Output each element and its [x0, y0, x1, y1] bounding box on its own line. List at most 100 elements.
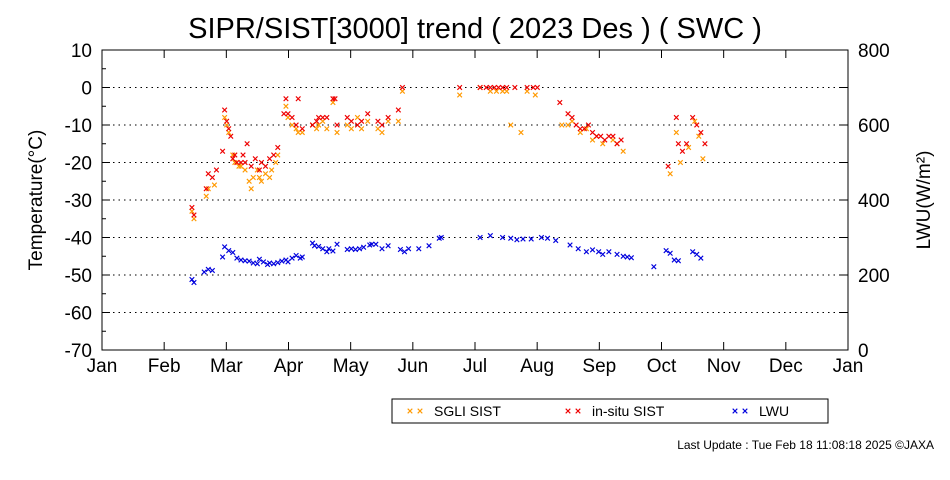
data-point: [354, 114, 361, 121]
data-point: [405, 246, 412, 252]
data-point: [677, 159, 684, 166]
data-point: [416, 246, 422, 252]
data-point: [532, 92, 538, 98]
data-point: [426, 243, 432, 249]
y-axis: 10 0 -10 -20 -30 -40 -50 -60 -70: [65, 41, 848, 362]
data-point: [395, 107, 402, 113]
y2-axis-label: LWU(W/m²): [914, 151, 935, 250]
data-point: [324, 126, 330, 132]
data-point: [614, 141, 620, 147]
data-point: [698, 255, 704, 261]
data-point: [593, 133, 600, 139]
data-point: [602, 137, 608, 143]
data-point: [583, 249, 590, 255]
data-point: [696, 133, 702, 139]
data-point: [260, 259, 267, 265]
data-point: [598, 133, 604, 139]
data-point: [244, 141, 250, 147]
data-point: [293, 122, 299, 128]
data-point: [689, 249, 696, 255]
data-point: [330, 248, 336, 254]
data-point: [477, 234, 483, 241]
legend-label: SGLI SIST: [434, 403, 501, 419]
data-point: [514, 237, 520, 243]
data-point: [487, 84, 494, 91]
data-point: [508, 122, 514, 128]
data-point: [248, 186, 254, 192]
data-point: [575, 246, 581, 252]
data-point: [285, 259, 291, 265]
data-point: [201, 269, 207, 275]
data-point: [334, 122, 340, 128]
data-point: [673, 114, 680, 121]
data-point: [238, 257, 244, 263]
data-point: [209, 267, 216, 274]
data-point: [221, 244, 228, 250]
data-point: [493, 88, 500, 94]
data-point: [679, 148, 686, 154]
data-point: [256, 174, 263, 181]
data-point: [600, 251, 606, 258]
data-point: [230, 156, 236, 162]
legend-marker: [575, 408, 581, 414]
data-point: [219, 148, 226, 154]
data-point: [205, 171, 211, 177]
data-point: [606, 133, 612, 139]
data-point: [275, 259, 281, 266]
data-point: [232, 159, 238, 166]
y-tick-label: -30: [65, 191, 92, 212]
data-point: [266, 156, 273, 162]
data-point: [675, 258, 682, 264]
data-point: [313, 118, 320, 124]
data-point: [313, 126, 320, 132]
data-point: [326, 246, 332, 252]
data-point: [334, 129, 340, 136]
data-point: [309, 122, 316, 128]
y2-axis: 800 600 400 200 0: [844, 41, 890, 362]
data-point: [365, 118, 371, 124]
data-point: [589, 137, 596, 143]
data-point: [610, 133, 616, 139]
data-point: [618, 137, 624, 143]
data-point: [223, 118, 230, 124]
data-point: [320, 114, 326, 121]
series-in-situ-sist: [189, 84, 708, 218]
data-point: [203, 186, 209, 192]
data-point: [373, 241, 379, 247]
y2-tick-label: 800: [858, 41, 890, 62]
data-point: [397, 246, 404, 253]
y2-tick-label: 200: [858, 266, 890, 287]
x-tick-label: Nov: [707, 356, 741, 377]
data-point: [211, 182, 218, 188]
legend-box: [391, 398, 829, 424]
data-point: [203, 193, 209, 199]
x-tick-label: Dec: [769, 356, 803, 377]
legend-item: SGLI SIST: [407, 403, 501, 419]
data-point: [487, 232, 494, 239]
data-point: [557, 99, 563, 106]
x-tick-label: Jan: [833, 356, 864, 377]
data-point: [456, 92, 463, 98]
data-point: [238, 159, 244, 166]
data-point: [230, 249, 236, 256]
data-point: [495, 84, 502, 91]
data-point: [675, 141, 682, 147]
data-point: [256, 256, 263, 262]
data-point: [573, 122, 579, 128]
data-point: [209, 174, 216, 181]
data-point: [528, 236, 534, 242]
data-point: [700, 156, 706, 162]
data-point: [438, 234, 444, 241]
data-point: [252, 156, 258, 162]
legend-marker: [407, 408, 413, 414]
data-point: [262, 163, 269, 169]
legend-marker: [417, 408, 423, 414]
data-point: [581, 126, 588, 132]
series-lwu: [189, 232, 704, 286]
data-point: [221, 107, 228, 113]
data-point: [266, 174, 273, 181]
data-point: [685, 144, 692, 151]
data-point: [365, 111, 371, 117]
data-point: [275, 152, 281, 158]
